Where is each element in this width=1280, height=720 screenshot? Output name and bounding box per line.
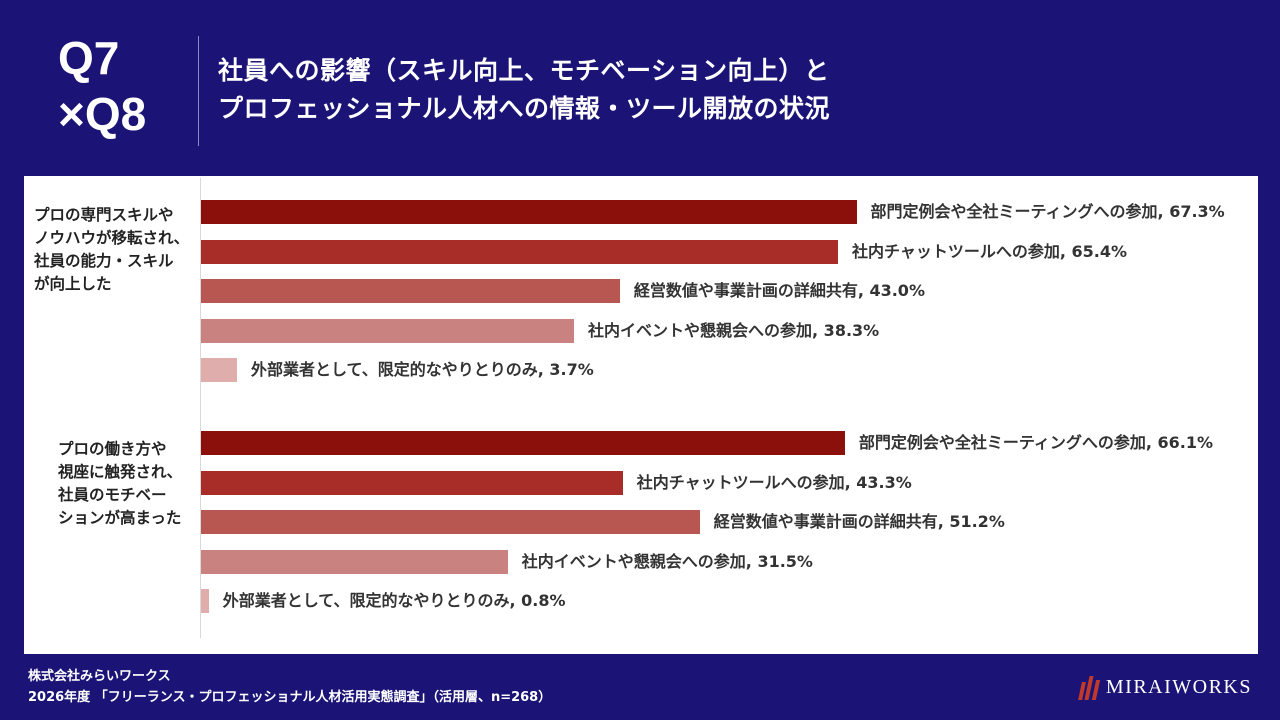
bar-label: 経営数値や事業計画の詳細共有, 43.0% [633, 281, 925, 300]
page-title-line2: プロフェッショナル人材への情報・ツール開放の状況 [218, 94, 831, 123]
group-label-line: プロの専門スキルや [34, 206, 174, 224]
footer: 株式会社みらいワークス 2026年度 「フリーランス・プロフェッショナル人材活用… [28, 666, 551, 708]
bar [201, 431, 845, 455]
bar [201, 510, 700, 534]
footer-company: 株式会社みらいワークス [28, 669, 171, 684]
bar-label: 部門定例会や全社ミーティングへの参加, 66.1% [858, 433, 1214, 452]
group-label-line: 視座に触発され、 [58, 463, 183, 481]
bar [201, 471, 623, 495]
bar-label: 社内チャットツールへの参加, 65.4% [851, 242, 1127, 261]
bar-label: 社内イベントや懇親会への参加, 31.5% [521, 552, 813, 571]
bar [201, 358, 238, 382]
title-divider [198, 36, 199, 146]
bar-label: 社内イベントや懇親会への参加, 38.3% [588, 321, 880, 340]
group-label-motivation: プロの働き方や 視座に触発され、 社員のモチベー ションが高まった [58, 438, 228, 530]
page-title-line1: 社員への影響（スキル向上、モチベーション向上）と [218, 56, 830, 85]
logo-mark-icon [1077, 674, 1101, 700]
question-number: Q7 ×Q8 [58, 30, 198, 142]
group-label-line: が向上した [34, 275, 112, 293]
bar [201, 279, 620, 303]
bar [201, 200, 857, 224]
group-label-line: ションが高まった [58, 509, 182, 527]
bar-label: 外部業者として、限定的なやりとりのみ, 0.8% [222, 591, 566, 610]
bar-label: 経営数値や事業計画の詳細共有, 51.2% [713, 512, 1005, 531]
chart-axis-line [200, 178, 201, 638]
company-logo: MIRAIWORKS [1077, 674, 1252, 700]
group-label-line: 社員の能力・スキル [34, 252, 174, 270]
bar [201, 550, 508, 574]
bar [201, 240, 838, 264]
page-title: 社員への影響（スキル向上、モチベーション向上）と プロフェッショナル人材への情報… [218, 52, 830, 128]
bar-label: 部門定例会や全社ミーティングへの参加, 67.3% [870, 202, 1225, 221]
question-number-line2: ×Q8 [58, 88, 147, 140]
question-number-line1: Q7 [58, 32, 120, 84]
footer-source: 2026年度 「フリーランス・プロフェッショナル人材活用実態調査」（活用層、n=… [28, 690, 552, 705]
bar [201, 589, 209, 613]
logo-text: MIRAIWORKS [1105, 675, 1252, 698]
group-label-line: ノウハウが移転され、 [34, 229, 190, 247]
group-label-line: 社員のモチベー [58, 486, 167, 504]
group-label-line: プロの働き方や [58, 440, 167, 458]
group-label-skill: プロの専門スキルや ノウハウが移転され、 社員の能力・スキル が向上した [34, 204, 204, 296]
bar [201, 319, 575, 343]
bar-label: 外部業者として、限定的なやりとりのみ, 3.7% [251, 360, 594, 379]
bar-label: 社内チャットツールへの参加, 43.3% [636, 473, 912, 492]
